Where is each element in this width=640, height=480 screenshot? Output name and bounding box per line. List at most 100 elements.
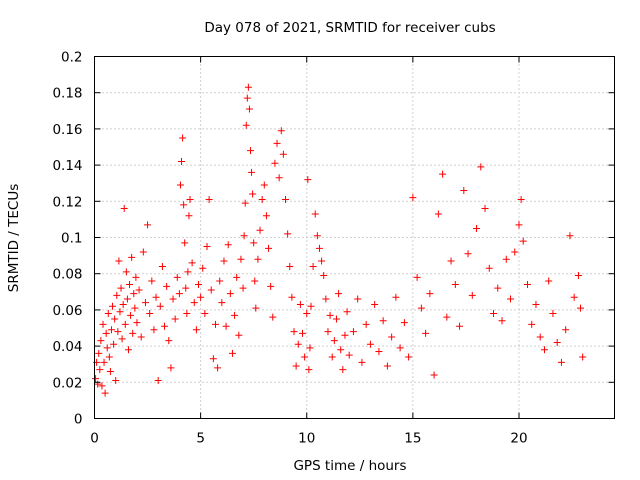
data-point xyxy=(110,340,118,348)
data-point xyxy=(161,322,169,330)
data-point xyxy=(477,163,485,171)
data-point xyxy=(299,329,306,337)
data-point xyxy=(507,295,514,303)
data-point xyxy=(156,302,164,310)
y-axis-label: SRMTID / TECUs xyxy=(6,184,22,292)
data-point xyxy=(301,353,309,361)
data-point xyxy=(228,349,236,357)
data-point xyxy=(330,337,338,345)
data-point xyxy=(128,253,136,261)
data-point xyxy=(286,262,294,270)
data-point xyxy=(188,259,196,267)
data-point xyxy=(114,328,122,336)
data-point xyxy=(371,300,379,308)
x-tick-label: 5 xyxy=(196,431,205,447)
data-point xyxy=(309,262,317,270)
data-point xyxy=(119,300,127,308)
data-point xyxy=(94,380,102,388)
data-point xyxy=(248,168,256,176)
data-point xyxy=(545,277,553,285)
data-point xyxy=(102,329,110,337)
data-point xyxy=(245,105,253,113)
y-tick-label: 0.06 xyxy=(52,303,82,319)
data-point xyxy=(107,326,115,334)
data-point xyxy=(92,375,100,383)
data-point xyxy=(422,329,430,337)
data-point xyxy=(413,273,421,281)
data-point xyxy=(296,300,304,308)
data-point xyxy=(158,262,166,270)
data-point xyxy=(97,337,105,345)
data-point xyxy=(152,293,160,301)
data-point xyxy=(515,221,523,229)
data-point xyxy=(290,328,298,336)
data-point xyxy=(570,293,578,301)
data-point xyxy=(439,170,447,178)
data-point xyxy=(562,326,570,334)
data-point xyxy=(117,284,125,292)
data-point xyxy=(468,291,476,299)
data-point xyxy=(337,346,345,354)
data-point xyxy=(460,186,468,194)
x-tick-label: 15 xyxy=(404,431,421,447)
data-point xyxy=(195,281,202,289)
data-point xyxy=(231,311,239,319)
data-point xyxy=(242,121,250,129)
data-point xyxy=(417,304,425,312)
y-tick-label: 0.08 xyxy=(52,267,82,283)
data-point xyxy=(318,257,326,265)
data-point xyxy=(273,139,281,147)
data-point xyxy=(447,257,455,265)
data-point xyxy=(566,232,574,240)
data-point xyxy=(250,239,258,247)
data-point xyxy=(284,230,292,238)
data-point xyxy=(540,346,548,354)
data-point xyxy=(240,232,248,240)
data-point xyxy=(388,333,396,341)
data-point xyxy=(222,322,230,330)
data-point xyxy=(335,290,343,298)
data-point xyxy=(451,281,459,289)
data-point xyxy=(173,273,181,281)
data-point xyxy=(279,150,287,158)
data-point xyxy=(239,284,247,292)
data-point xyxy=(262,212,270,220)
data-point xyxy=(383,362,391,370)
data-point xyxy=(98,382,106,390)
data-point xyxy=(430,371,438,379)
data-point xyxy=(201,310,209,318)
data-point xyxy=(175,290,183,298)
data-point xyxy=(226,290,234,298)
data-point xyxy=(247,147,254,155)
data-point xyxy=(124,346,132,354)
data-point xyxy=(400,319,408,327)
data-point xyxy=(315,244,323,252)
data-point xyxy=(130,290,138,298)
data-point xyxy=(343,308,351,316)
data-point xyxy=(294,340,302,348)
data-point xyxy=(282,195,290,203)
data-point xyxy=(320,272,328,280)
data-point xyxy=(105,353,113,361)
data-point xyxy=(120,205,128,213)
data-point xyxy=(396,344,404,352)
data-point xyxy=(577,304,585,312)
y-tick-label: 0.2 xyxy=(61,50,82,66)
x-tick-label: 10 xyxy=(298,431,315,447)
data-point xyxy=(178,157,186,165)
data-point xyxy=(103,344,111,352)
data-point xyxy=(101,389,109,397)
data-point xyxy=(237,255,245,263)
data-point xyxy=(169,295,177,303)
data-point xyxy=(485,264,493,272)
data-point xyxy=(292,362,300,370)
data-point xyxy=(139,248,147,256)
data-point xyxy=(574,272,582,280)
data-point xyxy=(100,358,108,366)
data-point xyxy=(207,286,215,294)
data-point xyxy=(523,281,531,289)
data-point xyxy=(179,134,187,142)
data-point xyxy=(132,273,140,281)
data-point xyxy=(180,201,188,209)
data-point xyxy=(269,313,277,321)
